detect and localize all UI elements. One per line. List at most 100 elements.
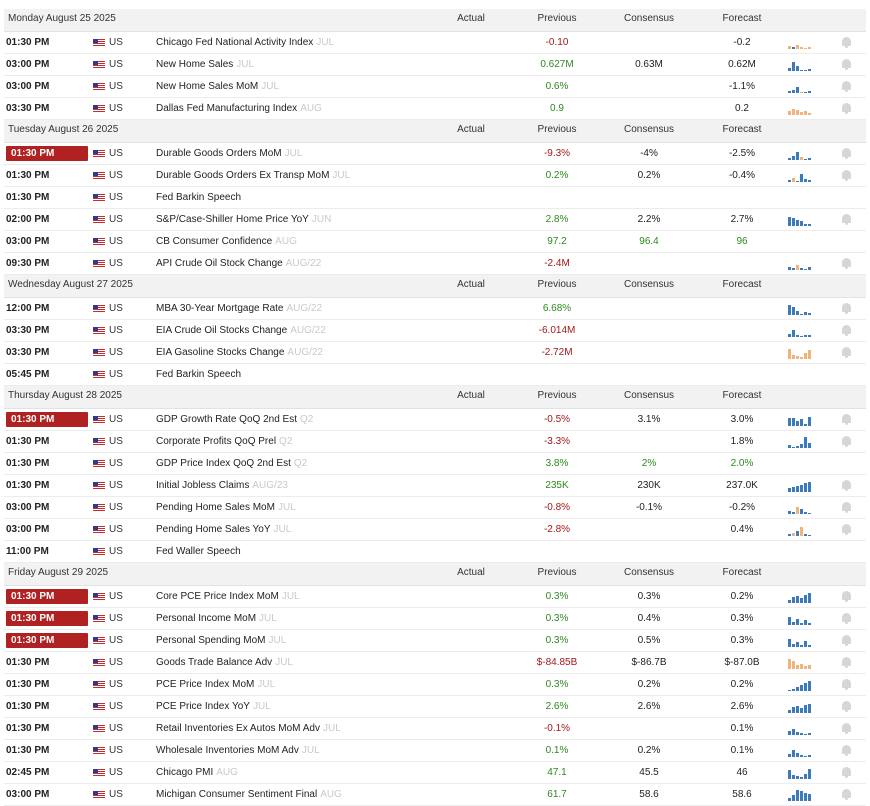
event-name[interactable]: API Crude Oil Stock Change (156, 258, 283, 269)
sparkline-chart[interactable] (788, 170, 812, 182)
event-row[interactable]: 01:30 PM US Wholesale Inventories MoM Adv J… (4, 740, 866, 762)
alert-bell-button[interactable] (842, 591, 852, 602)
event-name[interactable]: GDP Price Index QoQ 2nd Est (156, 458, 291, 469)
event-name[interactable]: PCE Price Index MoM (156, 679, 255, 690)
event-title[interactable]: Fed Barkin Speech (156, 364, 244, 385)
event-row[interactable]: 03:30 PM US EIA Gasoline Stocks Change AUG/… (4, 342, 866, 364)
alert-bell-button[interactable] (842, 701, 852, 712)
event-title[interactable]: New Home Sales MoM JUL (156, 76, 279, 97)
sparkline-chart[interactable] (788, 414, 812, 426)
event-title[interactable]: Pending Home Sales MoM JUL (156, 497, 296, 518)
event-title[interactable]: GDP Growth Rate QoQ 2nd Est Q2 (156, 409, 313, 430)
alert-bell-button[interactable] (842, 723, 852, 734)
sparkline-chart[interactable] (788, 723, 812, 735)
sparkline-chart[interactable] (788, 148, 812, 160)
event-title[interactable]: Corporate Profits QoQ Prel Q2 (156, 431, 292, 452)
event-row[interactable]: 12:00 PM US MBA 30-Year Mortgage Rate AUG/2… (4, 298, 866, 320)
alert-bell-button[interactable] (842, 414, 852, 425)
event-title[interactable]: Chicago PMI AUG (156, 762, 238, 783)
alert-bell-button[interactable] (842, 303, 852, 314)
sparkline-chart[interactable] (788, 303, 812, 315)
sparkline-chart[interactable] (788, 480, 812, 492)
event-name[interactable]: Durable Goods Orders MoM (156, 148, 282, 159)
alert-bell-button[interactable] (842, 37, 852, 48)
event-row[interactable]: 03:00 PM US CB Consumer Confidence AUG 97.2 9… (4, 231, 866, 253)
event-name[interactable]: GDP Growth Rate QoQ 2nd Est (156, 414, 297, 425)
alert-bell-button[interactable] (842, 789, 852, 800)
event-title[interactable]: MBA 30-Year Mortgage Rate AUG/22 (156, 298, 322, 319)
event-row[interactable]: 01:30 PM US Retail Inventories Ex Autos Mo… (4, 718, 866, 740)
event-name[interactable]: S&P/Case-Shiller Home Price YoY (156, 214, 309, 225)
event-title[interactable]: Fed Barkin Speech (156, 187, 244, 208)
sparkline-chart[interactable] (788, 745, 812, 757)
event-row[interactable]: 01:30 PM US Personal Spending MoM JUL 0.3% 0.… (4, 630, 866, 652)
event-row[interactable]: 01:30 PM US Durable Goods Orders Ex Transp… (4, 165, 866, 187)
event-name[interactable]: PCE Price Index YoY (156, 701, 250, 712)
event-title[interactable]: PCE Price Index YoY JUL (156, 696, 271, 717)
sparkline-chart[interactable] (788, 325, 812, 337)
event-row[interactable]: 03:00 PM US Michigan Consumer Sentiment Fi… (4, 784, 866, 806)
event-name[interactable]: Durable Goods Orders Ex Transp MoM (156, 170, 330, 181)
alert-bell-button[interactable] (842, 679, 852, 690)
event-name[interactable]: Michigan Consumer Sentiment Final (156, 789, 318, 800)
event-row[interactable]: 03:00 PM US Pending Home Sales MoM JUL -0.8%… (4, 497, 866, 519)
event-title[interactable]: Fed Waller Speech (156, 541, 244, 562)
event-name[interactable]: Pending Home Sales YoY (156, 524, 271, 535)
event-name[interactable]: Personal Spending MoM (156, 635, 266, 646)
event-row[interactable]: 01:30 PM US Goods Trade Balance Adv JUL $-84… (4, 652, 866, 674)
event-name[interactable]: Corporate Profits QoQ Prel (156, 436, 277, 447)
event-name[interactable]: Pending Home Sales MoM (156, 502, 275, 513)
event-row[interactable]: 01:30 PM US Corporate Profits QoQ Prel Q2 -3… (4, 431, 866, 453)
event-title[interactable]: New Home Sales JUL (156, 54, 254, 75)
sparkline-chart[interactable] (788, 214, 812, 226)
sparkline-chart[interactable] (788, 524, 812, 536)
event-row[interactable]: 01:30 PM US PCE Price Index YoY JUL 2.6% 2.6%… (4, 696, 866, 718)
event-title[interactable]: Personal Income MoM JUL (156, 608, 277, 629)
event-title[interactable]: Initial Jobless Claims AUG/23 (156, 475, 288, 496)
event-name[interactable]: Chicago PMI (156, 767, 214, 778)
alert-bell-button[interactable] (842, 347, 852, 358)
event-name[interactable]: New Home Sales MoM (156, 81, 259, 92)
sparkline-chart[interactable] (788, 502, 812, 514)
event-title[interactable]: Michigan Consumer Sentiment Final AUG (156, 784, 342, 805)
event-name[interactable]: Dallas Fed Manufacturing Index (156, 103, 298, 114)
event-name[interactable]: Retail Inventories Ex Autos MoM Adv (156, 723, 320, 734)
sparkline-chart[interactable] (788, 591, 812, 603)
event-title[interactable]: Dallas Fed Manufacturing Index AUG (156, 98, 322, 119)
sparkline-chart[interactable] (788, 436, 812, 448)
event-title[interactable]: GDP Price Index QoQ 2nd Est Q2 (156, 453, 307, 474)
event-title[interactable]: Chicago Fed National Activity Index JUL (156, 32, 334, 53)
event-name[interactable]: Wholesale Inventories MoM Adv (156, 745, 299, 756)
event-title[interactable]: API Crude Oil Stock Change AUG/22 (156, 253, 321, 274)
alert-bell-button[interactable] (842, 170, 852, 181)
event-name[interactable]: Core PCE Price Index MoM (156, 591, 279, 602)
alert-bell-button[interactable] (842, 635, 852, 646)
sparkline-chart[interactable] (788, 347, 812, 359)
event-name[interactable]: EIA Gasoline Stocks Change (156, 347, 285, 358)
event-row[interactable]: 03:00 PM US Pending Home Sales YoY JUL -2.8%… (4, 519, 866, 541)
event-row[interactable]: 01:30 PM US Chicago Fed National Activity … (4, 32, 866, 54)
event-name[interactable]: EIA Crude Oil Stocks Change (156, 325, 288, 336)
event-name[interactable]: Fed Waller Speech (156, 546, 241, 557)
sparkline-chart[interactable] (788, 657, 812, 669)
event-row[interactable]: 01:30 PM US Durable Goods Orders MoM JUL -9.… (4, 143, 866, 165)
sparkline-chart[interactable] (788, 679, 812, 691)
alert-bell-button[interactable] (842, 103, 852, 114)
event-name[interactable]: New Home Sales (156, 59, 234, 70)
event-title[interactable]: Core PCE Price Index MoM JUL (156, 586, 300, 607)
alert-bell-button[interactable] (842, 657, 852, 668)
event-row[interactable]: 01:30 PM US PCE Price Index MoM JUL 0.3% 0.2%… (4, 674, 866, 696)
alert-bell-button[interactable] (842, 767, 852, 778)
event-name[interactable]: Chicago Fed National Activity Index (156, 37, 314, 48)
event-row[interactable]: 01:30 PM US GDP Price Index QoQ 2nd Est Q2 3… (4, 453, 866, 475)
sparkline-chart[interactable] (788, 59, 812, 71)
sparkline-chart[interactable] (788, 701, 812, 713)
event-title[interactable]: Wholesale Inventories MoM Adv JUL (156, 740, 320, 761)
event-row[interactable]: 03:30 PM US EIA Crude Oil Stocks Change AUG… (4, 320, 866, 342)
sparkline-chart[interactable] (788, 103, 812, 115)
event-title[interactable]: S&P/Case-Shiller Home Price YoY JUN (156, 209, 331, 230)
sparkline-chart[interactable] (788, 635, 812, 647)
event-title[interactable]: Durable Goods Orders MoM JUL (156, 143, 302, 164)
event-row[interactable]: 09:30 PM US API Crude Oil Stock Change AUG/… (4, 253, 866, 275)
sparkline-chart[interactable] (788, 37, 812, 49)
